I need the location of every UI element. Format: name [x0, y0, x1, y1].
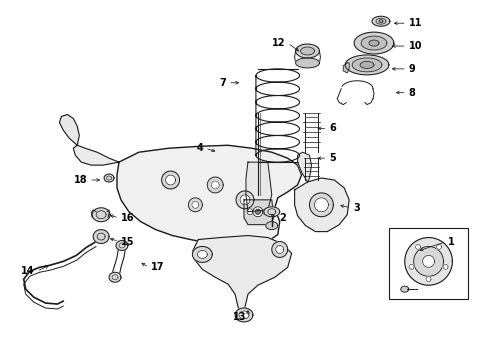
Polygon shape	[246, 162, 272, 212]
Polygon shape	[422, 255, 435, 267]
Polygon shape	[369, 40, 379, 46]
Text: 1: 1	[448, 237, 455, 247]
Polygon shape	[255, 209, 260, 214]
Polygon shape	[59, 114, 79, 145]
Text: 9: 9	[409, 64, 416, 74]
Polygon shape	[401, 286, 409, 292]
Polygon shape	[294, 178, 349, 231]
Polygon shape	[361, 36, 387, 50]
Text: 16: 16	[121, 213, 134, 223]
Text: 6: 6	[329, 123, 336, 134]
Polygon shape	[116, 240, 128, 251]
Polygon shape	[74, 145, 119, 165]
Polygon shape	[109, 272, 121, 282]
Polygon shape	[263, 209, 269, 215]
Polygon shape	[193, 235, 292, 315]
Polygon shape	[437, 244, 441, 249]
Polygon shape	[193, 247, 212, 262]
Text: 17: 17	[151, 262, 164, 272]
Polygon shape	[247, 209, 253, 215]
Polygon shape	[300, 47, 315, 55]
Text: 11: 11	[409, 18, 422, 28]
Polygon shape	[297, 152, 312, 182]
Bar	[389, 228, 468, 299]
Polygon shape	[409, 264, 414, 269]
Polygon shape	[315, 198, 328, 212]
Text: 4: 4	[196, 143, 203, 153]
Polygon shape	[272, 242, 288, 257]
Polygon shape	[352, 58, 382, 72]
Polygon shape	[310, 193, 333, 217]
Polygon shape	[240, 195, 250, 205]
Polygon shape	[93, 230, 109, 243]
Text: 5: 5	[329, 153, 336, 163]
Polygon shape	[345, 55, 389, 75]
Polygon shape	[360, 62, 374, 68]
Polygon shape	[354, 32, 394, 54]
Polygon shape	[236, 191, 254, 209]
Polygon shape	[239, 311, 249, 319]
Polygon shape	[192, 201, 199, 208]
Polygon shape	[211, 181, 219, 189]
Polygon shape	[379, 20, 383, 23]
Polygon shape	[414, 247, 443, 276]
Text: 14: 14	[21, 266, 35, 276]
Text: 10: 10	[409, 41, 422, 51]
Text: 7: 7	[220, 78, 226, 88]
Polygon shape	[197, 251, 207, 258]
Text: 15: 15	[121, 237, 134, 247]
Polygon shape	[405, 238, 452, 285]
Polygon shape	[372, 16, 390, 26]
Polygon shape	[295, 58, 319, 68]
Text: 13: 13	[232, 312, 246, 322]
Polygon shape	[264, 207, 280, 217]
Polygon shape	[276, 246, 284, 253]
Polygon shape	[92, 208, 110, 222]
Polygon shape	[244, 200, 274, 225]
Polygon shape	[443, 264, 448, 269]
Polygon shape	[253, 207, 263, 217]
Polygon shape	[416, 244, 420, 249]
Text: 18: 18	[74, 175, 87, 185]
Polygon shape	[426, 277, 431, 282]
Polygon shape	[104, 174, 114, 182]
Polygon shape	[266, 222, 278, 230]
Text: 8: 8	[409, 88, 416, 98]
Polygon shape	[235, 308, 253, 322]
Text: 2: 2	[280, 213, 287, 223]
Polygon shape	[166, 175, 175, 185]
Polygon shape	[343, 63, 349, 73]
Polygon shape	[207, 177, 223, 193]
Text: 3: 3	[353, 203, 360, 213]
Text: 12: 12	[272, 38, 286, 48]
Polygon shape	[189, 198, 202, 212]
Polygon shape	[162, 171, 179, 189]
Polygon shape	[295, 44, 319, 58]
Polygon shape	[117, 145, 301, 246]
